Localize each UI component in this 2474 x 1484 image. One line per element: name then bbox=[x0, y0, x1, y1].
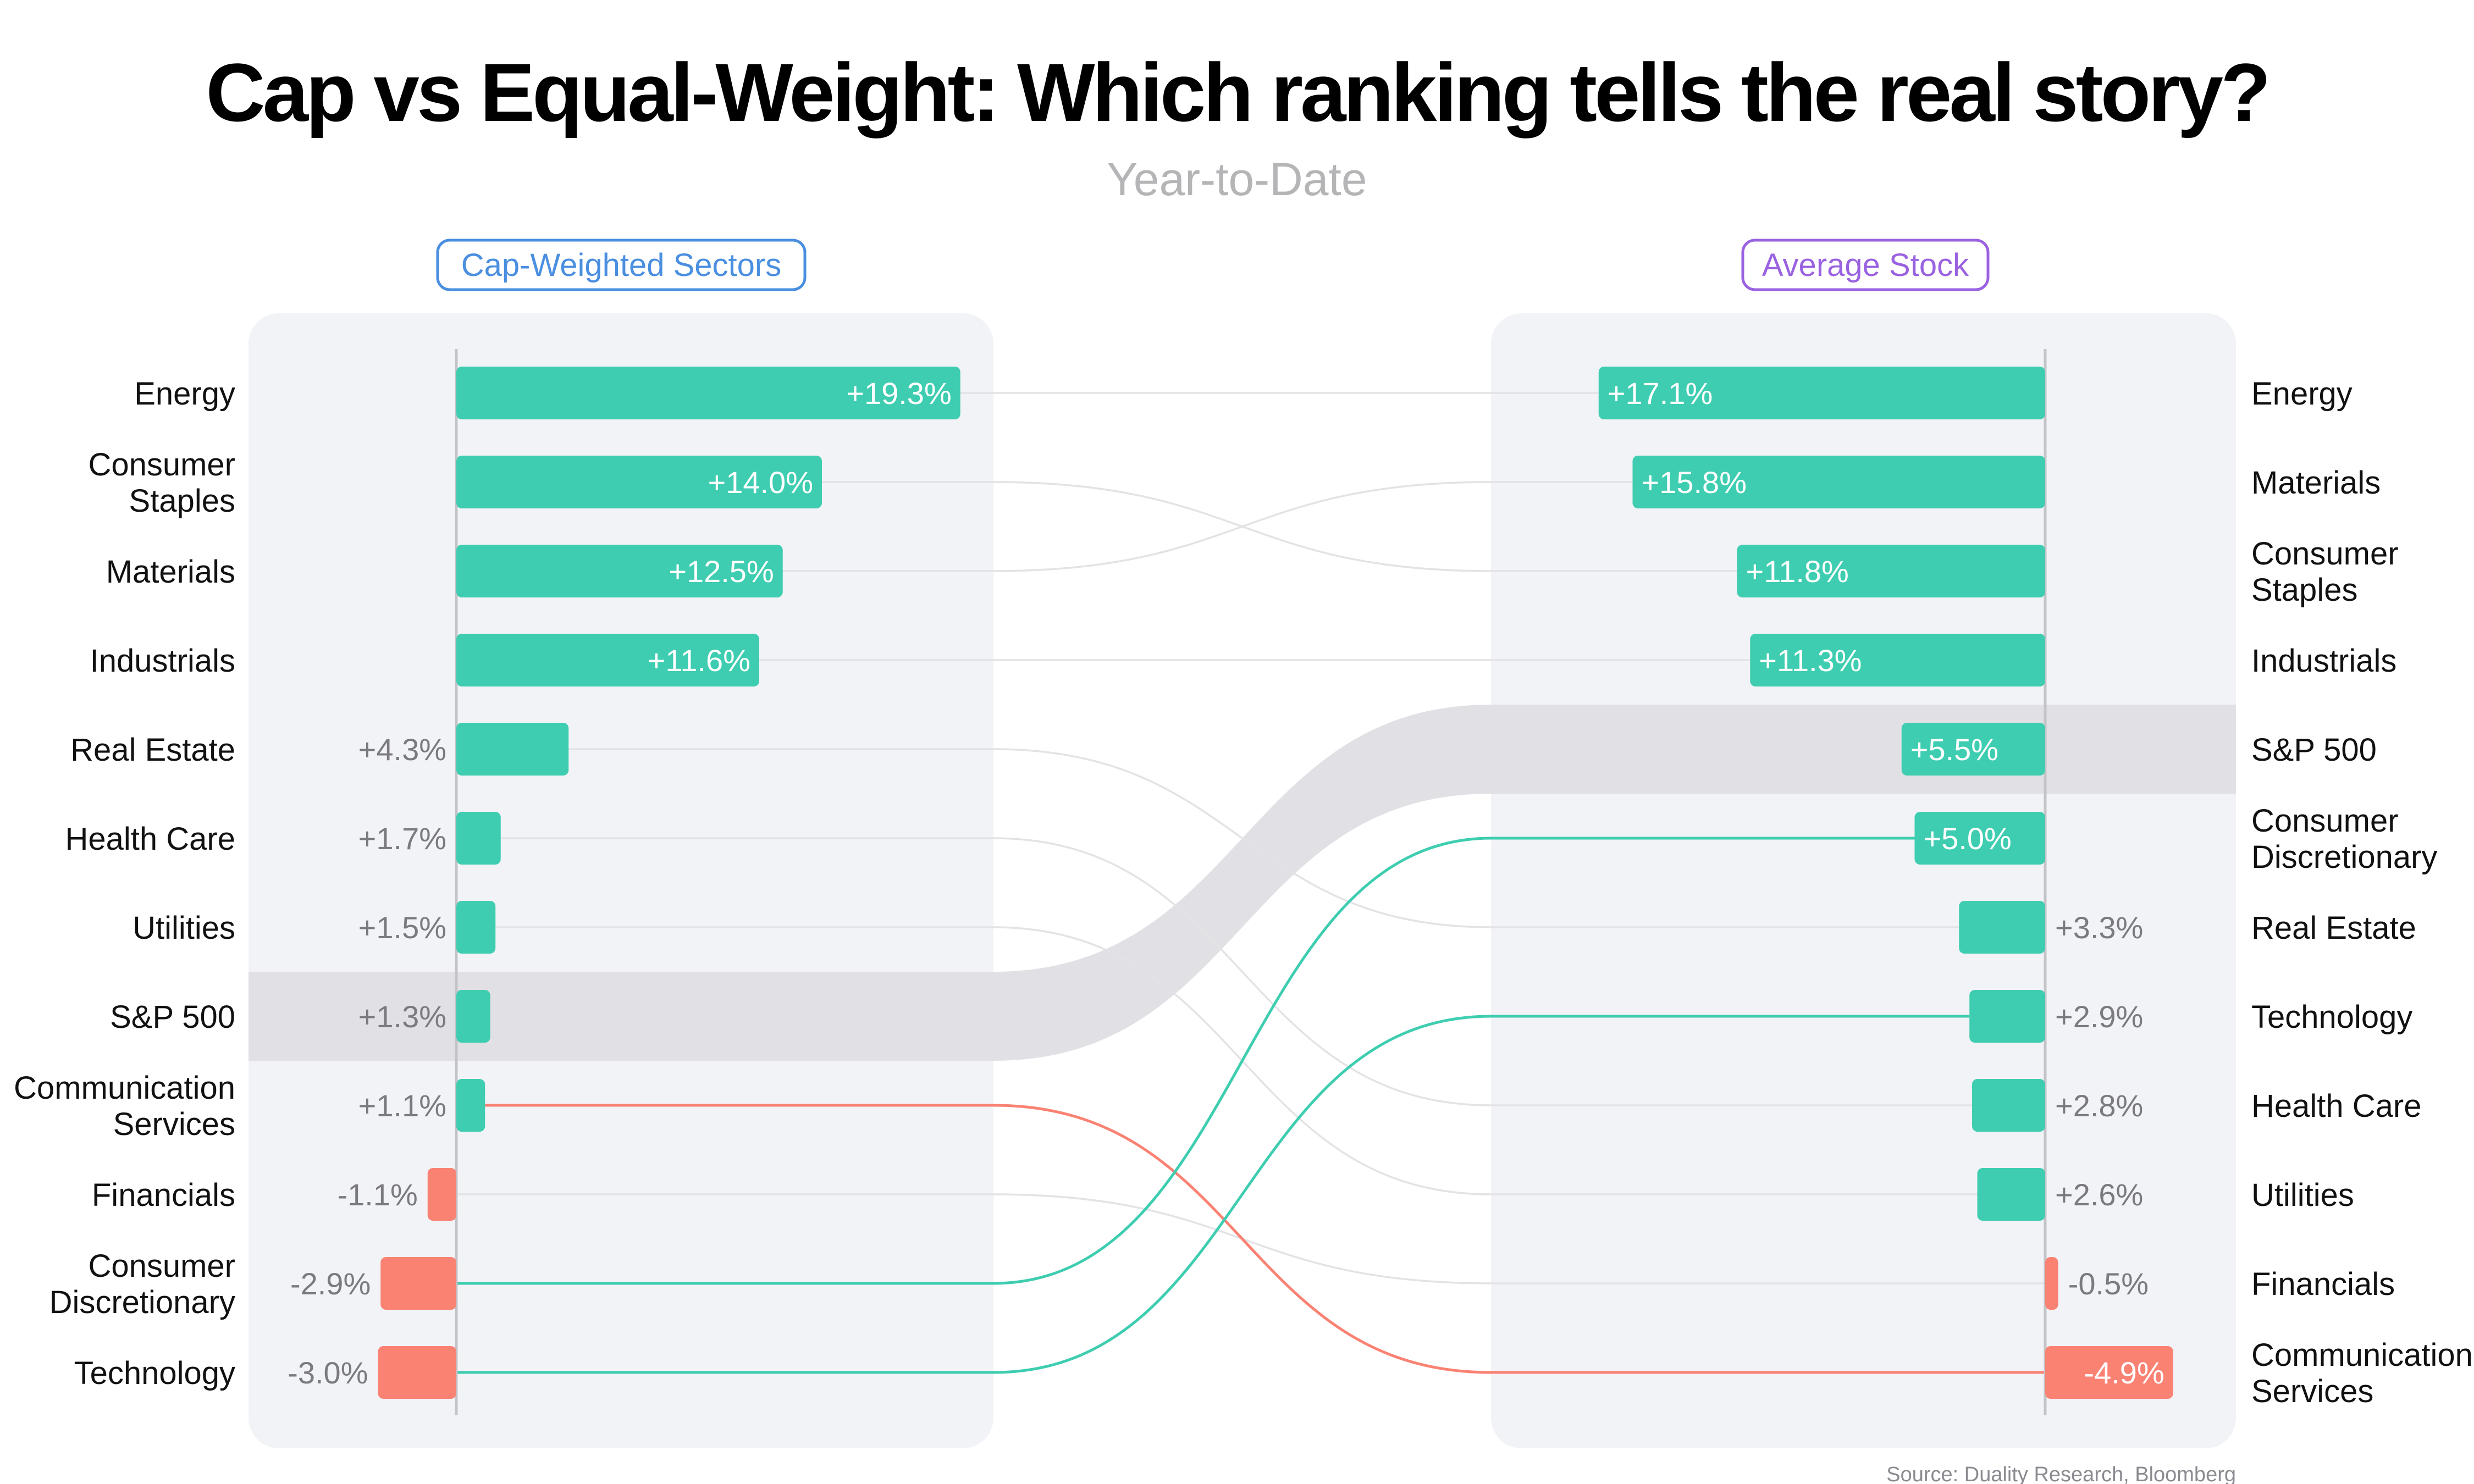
connector-real-estate bbox=[568, 748, 1959, 928]
left-bars: +19.3% +14.0% +12.5% +11.6% +4.3% +1.7% +1.5% +… bbox=[288, 367, 960, 1399]
right-bar-technology bbox=[1969, 990, 2045, 1043]
connector-technology bbox=[456, 1015, 1970, 1374]
right-value-financials: -0.5% bbox=[2068, 1266, 2149, 1301]
left-value-financials: -1.1% bbox=[337, 1177, 417, 1212]
left-value-consumer-staples: +14.0% bbox=[708, 465, 814, 500]
right-label-health-care: Health Care bbox=[2251, 1088, 2421, 1124]
connector-consumer-discretionary bbox=[456, 837, 1915, 1285]
right-bar-materials bbox=[1632, 456, 2045, 508]
left-label-real-estate: Real Estate bbox=[70, 732, 235, 768]
average-stock-pill-label: Average Stock bbox=[1762, 247, 1969, 283]
right-value-energy: +17.1% bbox=[1608, 376, 1713, 411]
right-bar-financials bbox=[2045, 1257, 2058, 1310]
left-bar-health-care bbox=[456, 812, 501, 865]
right-label-communication-services: Communication Services bbox=[2251, 1337, 2473, 1409]
left-value-materials: +12.5% bbox=[669, 554, 774, 589]
chart-title: Cap vs Equal-Weight: Which ranking tells… bbox=[206, 46, 2268, 139]
left-bar-communication-services bbox=[456, 1079, 485, 1132]
left-label-industrials: Industrials bbox=[90, 643, 235, 679]
series-pills: Cap-Weighted Sectors Average Stock bbox=[436, 239, 1990, 291]
left-bar-consumer-staples bbox=[456, 456, 822, 508]
left-bar-utilities bbox=[456, 901, 496, 954]
cap-weighted-pill-label: Cap-Weighted Sectors bbox=[461, 247, 781, 283]
right-value-industrials: +11.3% bbox=[1759, 643, 1862, 678]
cap-weighted-pill bbox=[436, 239, 807, 291]
right-bar-consumer-discretionary bbox=[1914, 812, 2045, 865]
right-bar-real-estate bbox=[1959, 901, 2045, 954]
left-label-utilities: Utilities bbox=[132, 910, 235, 946]
right-bars: +17.1% +15.8% +11.8% +11.3% +5.5% +5.0% +3.3% +… bbox=[1598, 367, 2173, 1399]
left-bar-real-estate bbox=[456, 723, 569, 776]
right-value-communication-services: -4.9% bbox=[2084, 1355, 2164, 1390]
left-bar-industrials bbox=[456, 634, 759, 686]
chart-subtitle: Year-to-Date bbox=[1107, 153, 1367, 205]
right-bar-industrials bbox=[1750, 634, 2045, 686]
left-value-utilities: +1.5% bbox=[358, 910, 446, 945]
right-panel bbox=[1491, 313, 2236, 1448]
source-note: Source: Duality Research, Bloomberg bbox=[1886, 1463, 2236, 1484]
right-label-consumer-staples: Consumer Staples bbox=[2251, 536, 2399, 608]
right-bar-utilities bbox=[1977, 1168, 2045, 1221]
right-label-sandp-500: S&P 500 bbox=[2251, 732, 2377, 768]
left-label-sandp-500: S&P 500 bbox=[110, 999, 235, 1035]
right-label-technology: Technology bbox=[2251, 999, 2412, 1035]
left-label-financials: Financials bbox=[92, 1177, 235, 1213]
right-value-sandp-500: +5.5% bbox=[1910, 732, 1998, 767]
left-label-materials: Materials bbox=[106, 554, 235, 590]
right-label-industrials: Industrials bbox=[2251, 643, 2396, 679]
left-label-technology: Technology bbox=[74, 1355, 235, 1391]
left-value-sandp-500: +1.3% bbox=[358, 999, 446, 1034]
connector-communication-services bbox=[485, 1104, 2045, 1374]
left-value-energy: +19.3% bbox=[846, 376, 952, 411]
right-value-health-care: +2.8% bbox=[2055, 1088, 2143, 1123]
left-panel bbox=[248, 313, 993, 1448]
left-bar-technology bbox=[378, 1346, 456, 1399]
right-label-materials: Materials bbox=[2251, 465, 2381, 501]
right-value-consumer-discretionary: +5.0% bbox=[1924, 821, 2012, 856]
connector-materials bbox=[782, 481, 1633, 572]
sp500-highlight-band bbox=[248, 705, 2236, 1061]
right-value-materials: +15.8% bbox=[1642, 465, 1747, 500]
right-category-labels: Energy Materials Consumer Staples Industrial… bbox=[2251, 376, 2473, 1409]
right-label-real-estate: Real Estate bbox=[2251, 910, 2416, 946]
connector-health-care bbox=[500, 837, 1972, 1106]
left-value-consumer-discretionary: -2.9% bbox=[290, 1266, 371, 1301]
left-label-consumer-staples: Consumer Staples bbox=[88, 447, 235, 519]
panels bbox=[248, 313, 2236, 1448]
left-value-industrials: +11.6% bbox=[648, 643, 750, 678]
right-value-real-estate: +3.3% bbox=[2055, 910, 2143, 945]
right-value-utilities: +2.6% bbox=[2055, 1177, 2143, 1212]
left-value-health-care: +1.7% bbox=[358, 821, 446, 856]
right-label-energy: Energy bbox=[2251, 376, 2352, 412]
right-bar-communication-services bbox=[2045, 1346, 2173, 1399]
left-label-energy: Energy bbox=[134, 376, 235, 412]
right-label-utilities: Utilities bbox=[2251, 1177, 2354, 1213]
right-bar-consumer-staples bbox=[1737, 545, 2045, 597]
average-stock-pill bbox=[1741, 239, 1990, 291]
right-bar-sandp-500 bbox=[1901, 723, 2045, 776]
left-value-communication-services: +1.1% bbox=[358, 1088, 446, 1123]
right-value-consumer-staples: +11.8% bbox=[1746, 554, 1849, 589]
left-label-communication-services: Communication Services bbox=[14, 1070, 235, 1142]
left-bar-financials bbox=[427, 1168, 456, 1221]
left-bar-sandp-500 bbox=[456, 990, 490, 1043]
highlight-band bbox=[248, 705, 2236, 1061]
left-value-technology: -3.0% bbox=[288, 1355, 368, 1390]
left-category-labels: Energy Consumer Staples Materials Industrial… bbox=[14, 376, 235, 1391]
left-bar-consumer-discretionary bbox=[380, 1257, 456, 1310]
emphasized-connectors bbox=[456, 837, 2045, 1374]
right-label-financials: Financials bbox=[2251, 1266, 2395, 1302]
left-value-real-estate: +4.3% bbox=[358, 732, 446, 767]
left-label-health-care: Health Care bbox=[65, 821, 235, 857]
right-bar-energy bbox=[1598, 367, 2045, 419]
right-bar-health-care bbox=[1972, 1079, 2045, 1132]
left-bar-energy bbox=[456, 367, 960, 419]
left-label-consumer-discretionary: Consumer Discretionary bbox=[49, 1248, 235, 1320]
right-value-technology: +2.9% bbox=[2055, 999, 2143, 1034]
right-label-consumer-discretionary: Consumer Discretionary bbox=[2251, 803, 2437, 875]
left-bar-materials bbox=[456, 545, 783, 597]
